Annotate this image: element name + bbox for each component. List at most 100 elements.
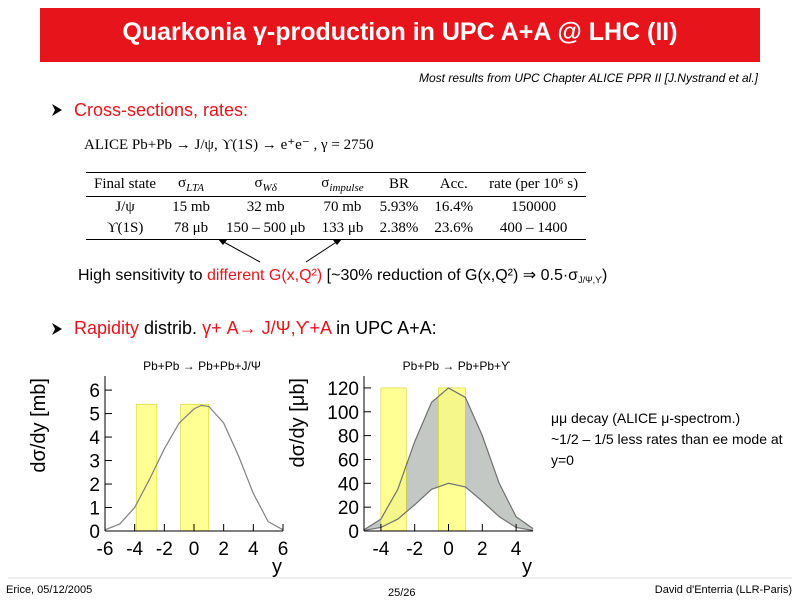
x-tick-label: -4 [372,539,389,560]
y-tick-label: 0 [348,522,359,543]
sensitivity-line: High sensitivity to different G(x,Q²) [~… [78,265,607,285]
header-sub: Wδ [262,182,277,194]
title: Quarkonia γ-production in UPC A+A @ LHC … [122,18,678,46]
cell: ϒ(1S) [86,218,165,240]
cell: 2.38% [371,218,427,240]
text-segment: in UPC A+A: [331,318,437,338]
cell: 32 mb [246,199,285,215]
x-tick-label: 4 [511,539,522,560]
bullet: Cross-sections, rates: [74,100,249,120]
y-tick-label: 80 [338,427,359,448]
x-tick-label: 0 [189,539,200,560]
side-note-line: ~1/2 – 1/5 less rates than ee mode at y=… [551,431,783,468]
arrow [305,240,339,263]
curve [363,387,534,531]
text-segment: Rapidity [74,318,140,338]
header-sub: LTA [186,182,205,194]
header-text: Acc. [439,176,468,192]
y-tick-label: 1 [89,499,100,520]
footer-center: 25/26 [388,587,416,599]
bullet-icon [52,323,62,335]
y-tick-label: 6 [89,381,100,402]
y-tick-label: 60 [338,450,359,471]
header-cell: BR [371,172,427,197]
header-text: Final state [94,176,157,192]
table-wrap: Final state σLTA σWδ σimpulse BR Acc. rate (pe… [86,172,587,240]
side-note-line: μμ decay (ALICE μ-spectrom.) [551,410,741,426]
header-cell: σWδ [218,172,314,197]
cell: 150000 [511,199,557,215]
header-text: rate (per 10⁶ s) [489,176,579,192]
acceptance-band [438,387,466,532]
cell: 150 – 500 μb [218,218,314,240]
x-tick-label: 0 [443,539,454,560]
arrow-head [333,239,342,245]
text-segment: distrib. [139,318,203,338]
curve [104,404,284,531]
x-tick-label: -2 [406,539,423,560]
bullet-icon [52,104,62,116]
source-note: Most results from UPC Chapter ALICE PPR … [419,71,758,85]
header-cell: Final state [86,172,165,197]
text-segment: [~30% reduction of G(x,Q²) ⇒ 0.5·σ [322,267,579,284]
y-axis-label: dσ/dy [μb] [287,378,309,467]
row: J/ψ 15 mb 32 mb 70 mb 5.93% 16.4% 150000 [86,197,586,219]
cell: 23.6% [426,218,482,240]
row: ϒ(1S) 78 μb 150 – 500 μb 133 μb 2.38% 23.6% 40… [86,218,587,240]
footer-right: David d'Enterria (LLR-Paris) [654,584,792,596]
x-tick-label: -6 [97,539,114,560]
cell: 5.93% [379,199,419,215]
cell: 15 mb [172,199,210,215]
header-text: σ [254,175,263,191]
reaction: ALICE Pb+Pb → J/ψ, ϒ(1S) → e⁺e⁻ , γ = 27… [84,137,374,153]
text-segment: J/Ψ,ϒ [578,275,603,285]
x-tick-label: 2 [477,539,488,560]
x-tick-label: -4 [126,539,143,560]
y-tick-label: 40 [338,474,359,495]
cell: 133 μb [313,218,372,240]
header-cell: rate (per 10⁶ s) [481,172,587,197]
footer-left: Erice, 05/12/2005 [6,584,93,596]
table: Final state σLTA σWδ σimpulse BR Acc. rate (pe… [86,172,587,240]
acceptance-band [380,387,407,532]
x-tick-label: -2 [156,539,173,560]
x-tick-label: 2 [218,539,229,560]
curve [363,482,534,531]
x-axis-label: y [522,556,532,578]
y-axis-label: dσ/dy [mb] [28,378,50,473]
header-sub: impulse [329,182,364,194]
title-bar [40,8,760,62]
x-axis-label: y [272,556,282,578]
y-tick-label: 100 [327,403,359,424]
x-tick-label: 4 [248,539,259,560]
header-cell: Acc. [426,172,482,197]
bullet: Rapidity distrib. γ+ A→ J/Ψ,ϒ+A in UPC A… [74,318,437,339]
side-note: μμ decay (ALICE μ-spectrom.) ~1/2 – 1/5 … [551,408,796,471]
text-segment: different G(x,Q²) [206,267,323,284]
header-cell: σLTA [164,172,218,197]
y-tick-label: 3 [89,452,100,473]
header-text: σ [321,175,330,191]
acceptance-band [135,403,158,532]
y-tick-label: 4 [89,428,100,449]
header-cell: σimpulse [313,172,372,197]
arrow-head [218,239,227,245]
cell: J/ψ [115,199,135,215]
cell: 400 – 1400 [481,218,587,240]
chart-title: Pb+Pb → Pb+Pb+J/Ψ [143,359,261,373]
y-tick-label: 120 [327,379,359,400]
header-text: BR [388,176,409,192]
y-tick-label: 5 [89,405,100,426]
text-segment: γ+ A→ J/Ψ,ϒ+A [202,318,332,338]
y-tick-label: 2 [89,475,100,496]
cell: 70 mb [323,199,362,215]
acceptance-band [180,403,210,532]
cell: 78 μb [164,218,218,240]
chart-title: Pb+Pb → Pb+Pb+ϒ [403,359,511,373]
arrow [221,240,261,263]
text-segment: High sensitivity to [78,267,207,284]
text-segment: ) [602,267,608,284]
